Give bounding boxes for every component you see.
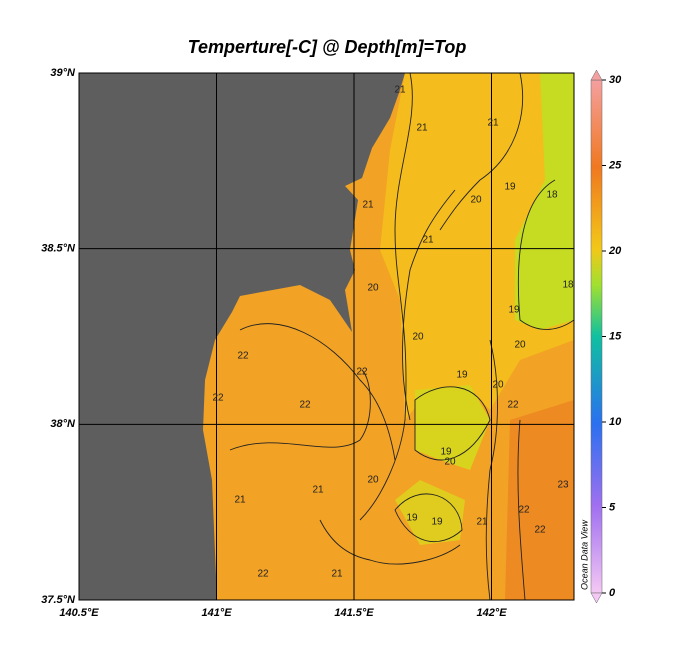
contour-label: 22 [507,400,519,411]
contour-label: 19 [456,370,468,381]
contour-label: 20 [492,380,504,391]
contour-label: 22 [518,505,530,516]
contour-label: 21 [476,517,488,528]
colorbar-cap [590,592,603,604]
contour-label: 21 [416,123,428,134]
sea-warm-zone [505,400,574,600]
colorbar-tick-label: 20 [608,245,622,257]
colorbar-tick-label: 15 [609,330,622,342]
watermark: Ocean Data View [579,520,589,590]
contour-label: 21 [312,485,324,496]
chart-title: Temperture[-C] @ Depth[m]=Top [188,37,467,57]
contour-label: 23 [557,480,569,491]
contour-label: 21 [362,200,374,211]
colorbar-cap [590,69,603,81]
contour-label: 20 [470,195,482,206]
contour-label: 20 [367,283,379,294]
contour-label: 21 [487,118,499,129]
contour-label: 21 [331,569,343,580]
y-tick-label: 39°N [50,67,76,79]
map-field [79,73,574,600]
contour-label: 19 [508,305,520,316]
y-tick-label: 38°N [50,418,76,430]
colorbar-tick-label: 25 [608,159,622,171]
sea-warm-zone [380,73,574,420]
colorbar-tick-label: 10 [609,416,622,428]
sea-cool-zone [415,385,490,470]
contour-label: 20 [444,457,456,468]
land [79,73,405,600]
colorbar [590,79,603,594]
contour-label: 20 [412,332,424,343]
contour-label: 22 [212,393,224,404]
contour-label: 18 [546,190,558,201]
x-tick-label: 141.5°E [334,607,374,619]
x-tick-label: 142°E [476,607,507,619]
contour-label: 19 [406,513,418,524]
contour-label: 22 [356,367,368,378]
contour-label: 19 [440,447,452,458]
contour-label: 20 [514,340,526,351]
contour-label: 22 [534,525,546,536]
y-tick-label: 38.5°N [41,243,76,255]
contour-lines [229,73,574,600]
colorbar-tick-label: 30 [609,74,622,86]
colorbar-tick-label: 5 [609,501,616,513]
sea-cool-zone [515,73,574,330]
contour-label: 21 [234,495,246,506]
x-tick-label: 141°E [201,607,232,619]
contour-label: 22 [237,351,249,362]
contour-label: 21 [394,85,406,96]
contour-label: 18 [562,280,574,291]
colorbar-tick-label: 0 [609,587,616,599]
x-tick-label: 140.5°E [59,607,99,619]
contour-label: 21 [422,235,434,246]
contour-label: 19 [504,182,516,193]
contour-label: 22 [257,569,269,580]
contour-label: 22 [299,400,311,411]
contour-label: 19 [431,517,443,528]
contour-label: 20 [367,475,379,486]
y-tick-label: 37.5°N [41,594,76,606]
